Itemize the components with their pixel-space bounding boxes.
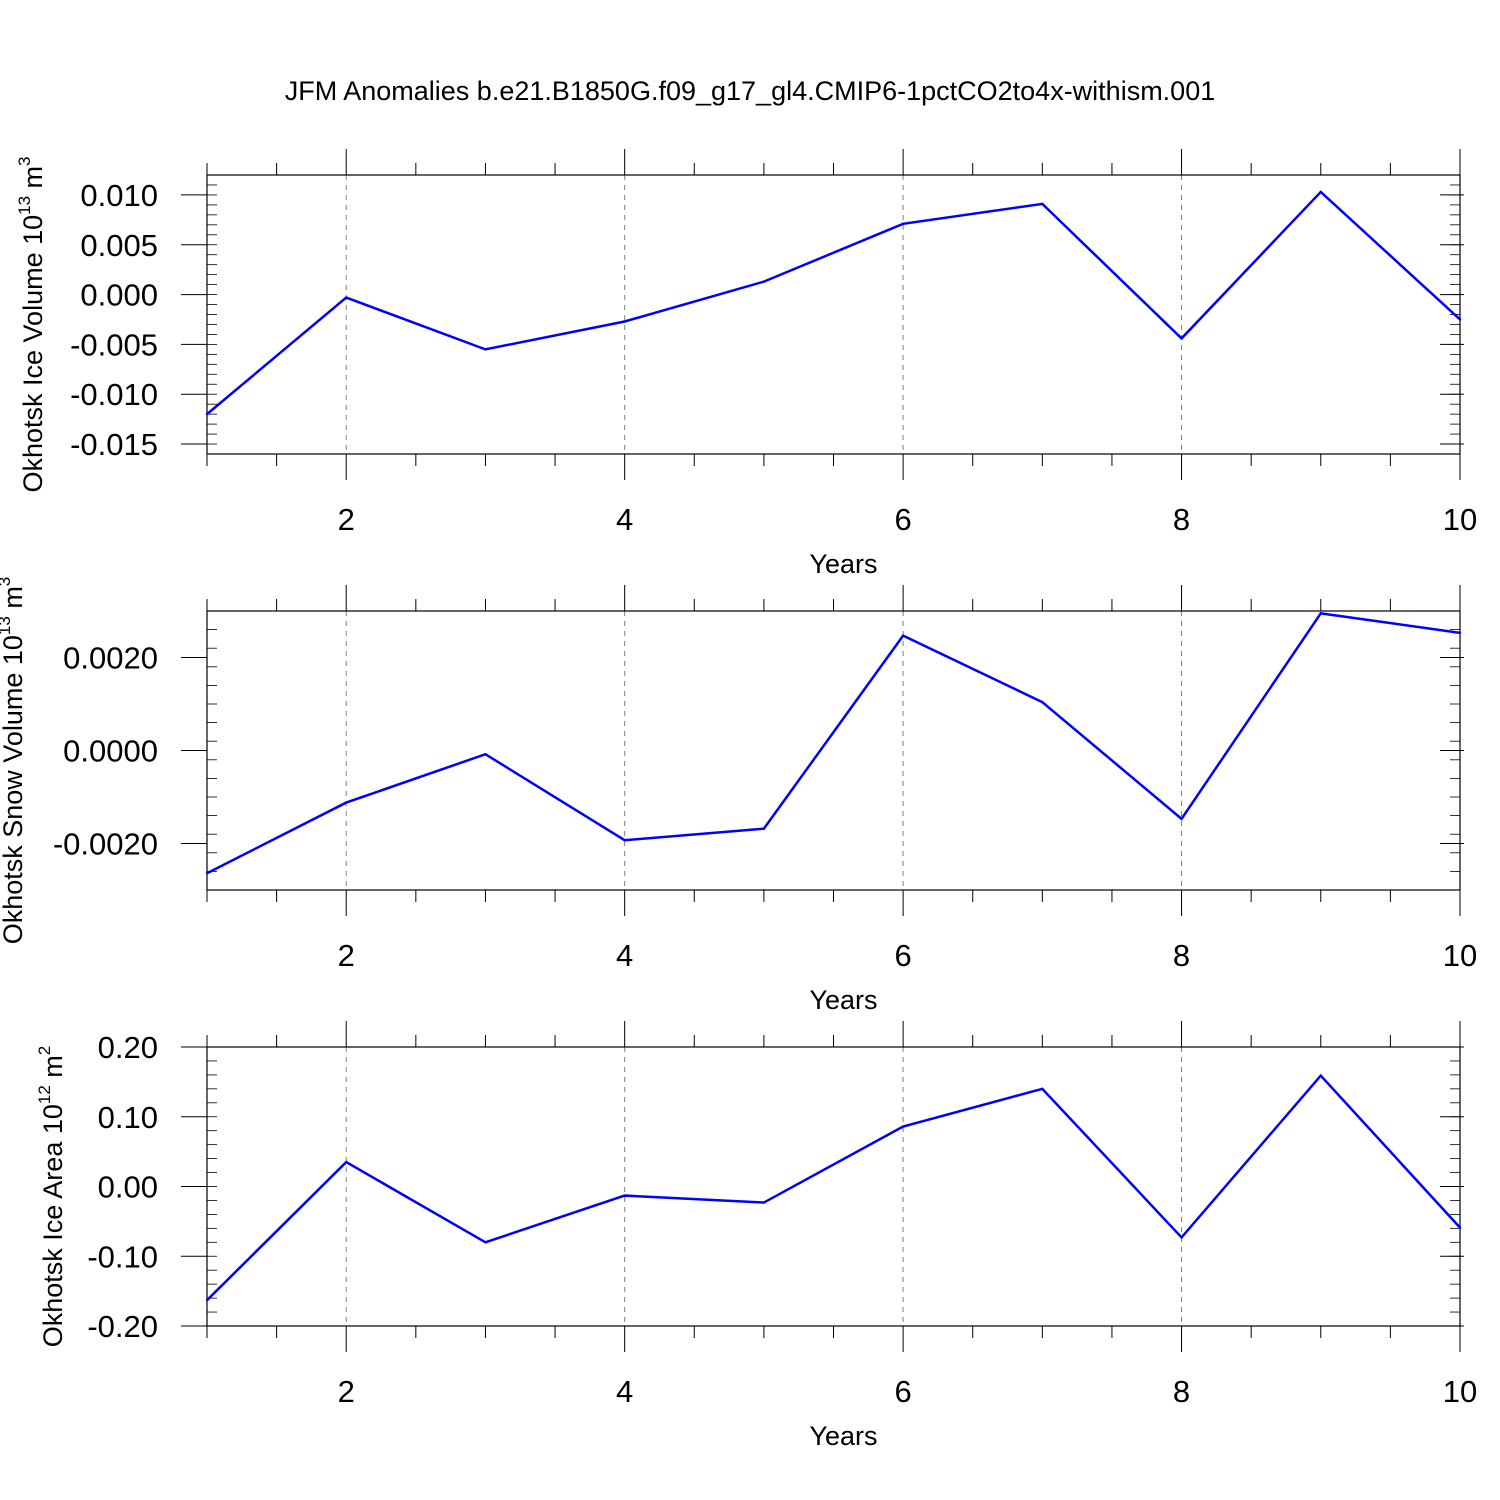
y-tick-label: 0.0000: [63, 734, 158, 769]
y-tick-label: 0.0020: [63, 641, 158, 676]
y-tick-label: 0.010: [80, 178, 158, 213]
data-point: [623, 839, 626, 842]
data-point: [1041, 202, 1044, 206]
y-tick-label: 0.10: [98, 1100, 158, 1135]
plot-frame: [206, 610, 1461, 891]
y-axis-label: Okhotsk Ice Volume 1013 m3: [15, 156, 48, 492]
data-point: [1319, 612, 1322, 615]
data-point: [205, 412, 209, 416]
y-axis-label-exponent: 13: [15, 196, 34, 215]
y-axis-label: Okhotsk Snow Volume 1013 m3: [0, 577, 28, 945]
panels: 0.010 0.005 0.000 -0.005 -0.010 -0.015 2 4 6 8 10 Y…: [0, 149, 1477, 1451]
data-point: [1458, 1226, 1462, 1229]
data-point: [345, 801, 348, 804]
data-point: [901, 1125, 905, 1128]
y-axis-label-exponent: 3: [0, 577, 14, 586]
series-line: [206, 1073, 1461, 1302]
data-point: [1319, 1074, 1322, 1077]
data-point: [901, 222, 905, 226]
y-tick-label: -0.005: [70, 327, 158, 362]
x-tick-label: 2: [338, 1374, 355, 1409]
y-tick-label: -0.010: [70, 377, 158, 412]
x-tick-label: 10: [1443, 938, 1477, 973]
data-point: [1180, 1236, 1183, 1239]
data-point: [762, 827, 766, 830]
data-point: [762, 280, 766, 283]
chart-title: JFM Anomalies b.e21.B1850G.f09_g17_gl4.C…: [285, 76, 1216, 106]
data-point: [1319, 190, 1322, 194]
data-point: [345, 296, 348, 299]
y-tick-label: -0.0020: [53, 827, 158, 862]
y-tick-label: -0.10: [87, 1239, 158, 1274]
y-tick-label: 0.005: [80, 228, 158, 263]
data-point: [484, 1241, 487, 1244]
panel-1: 0.010 0.005 0.000 -0.005 -0.010 -0.015 2 4 6 8 10 Y…: [15, 149, 1477, 579]
y-axis-label-exponent: 2: [35, 1046, 54, 1055]
panel-2: 0.0020 0.0000 -0.0020 2 4 6 8 10 Years Okhotsk Sn…: [0, 577, 1477, 1015]
y-tick-label: 0.000: [80, 278, 158, 313]
data-point: [1180, 337, 1183, 340]
y-tick-label: -0.20: [87, 1309, 158, 1344]
x-tick-label: 4: [616, 938, 633, 973]
data-point: [762, 1201, 766, 1204]
y-tick-label: -0.015: [70, 427, 158, 462]
y-axis-label-text: m: [0, 586, 28, 616]
x-tick-label: 4: [616, 1374, 633, 1409]
y-tick-label: 0.20: [98, 1030, 158, 1065]
data-point: [484, 753, 487, 756]
data-point: [205, 1298, 209, 1302]
y-axis-label-exponent: 13: [0, 616, 14, 635]
y-axis-label-exponent: 3: [15, 156, 34, 165]
y-axis-label-exponent: 12: [35, 1085, 54, 1104]
panel-3: 0.20 0.10 0.00 -0.10 -0.20 2 4 6 8 10 Years Okhotsk…: [35, 1021, 1477, 1451]
x-tick-label: 4: [616, 502, 633, 537]
x-tick-label: 6: [894, 1374, 911, 1409]
data-point: [345, 1160, 348, 1164]
x-tick-label: 6: [894, 502, 911, 537]
data-point: [1041, 700, 1044, 704]
data-point: [484, 348, 487, 351]
y-axis-label: Okhotsk Ice Area 1012 m2: [35, 1046, 68, 1348]
y-axis-label-text: m: [18, 166, 48, 196]
x-tick-label: 10: [1443, 502, 1477, 537]
x-tick-label: 6: [894, 938, 911, 973]
y-axis-label-text: Okhotsk Snow Volume 10: [0, 635, 28, 944]
data-point: [205, 872, 209, 875]
data-point: [901, 634, 905, 637]
y-tick-label: 0.00: [98, 1170, 158, 1205]
data-point: [1458, 318, 1462, 321]
y-axis-label-text: Okhotsk Ice Volume 10: [18, 215, 48, 493]
data-point: [1458, 631, 1462, 635]
x-axis-label: Years: [809, 985, 877, 1015]
data-point: [623, 320, 626, 323]
x-axis-label: Years: [809, 549, 877, 579]
data-point: [623, 1194, 626, 1197]
x-tick-label: 8: [1173, 938, 1190, 973]
x-tick-label: 10: [1443, 1374, 1477, 1409]
x-axis-label: Years: [809, 1421, 877, 1451]
x-tick-label: 2: [338, 938, 355, 973]
x-tick-label: 2: [338, 502, 355, 537]
plot-frame: [206, 1046, 1461, 1327]
data-point: [1041, 1087, 1044, 1091]
series-line: [206, 190, 1461, 416]
y-axis-label-text: m: [38, 1055, 68, 1085]
y-axis-label-text: Okhotsk Ice Area 10: [38, 1104, 68, 1347]
x-tick-label: 8: [1173, 502, 1190, 537]
x-tick-label: 8: [1173, 1374, 1190, 1409]
data-point: [1180, 817, 1183, 821]
series-line: [206, 611, 1461, 875]
